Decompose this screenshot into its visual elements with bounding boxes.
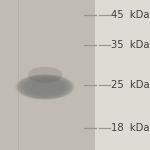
Ellipse shape bbox=[43, 84, 47, 90]
Ellipse shape bbox=[21, 76, 69, 98]
Ellipse shape bbox=[19, 75, 71, 99]
Ellipse shape bbox=[31, 80, 59, 94]
Ellipse shape bbox=[20, 76, 70, 98]
Bar bbox=[0, 0, 95, 150]
Ellipse shape bbox=[16, 74, 74, 100]
Ellipse shape bbox=[29, 79, 61, 95]
Bar bbox=[95, 0, 150, 150]
Ellipse shape bbox=[30, 80, 60, 94]
Text: 45  kDa: 45 kDa bbox=[111, 10, 150, 20]
Ellipse shape bbox=[36, 82, 54, 92]
Ellipse shape bbox=[44, 85, 46, 89]
Ellipse shape bbox=[17, 75, 73, 99]
Text: 18  kDa: 18 kDa bbox=[111, 123, 150, 133]
Ellipse shape bbox=[25, 78, 65, 96]
Ellipse shape bbox=[39, 83, 51, 91]
Ellipse shape bbox=[22, 76, 68, 98]
Ellipse shape bbox=[15, 74, 75, 100]
Ellipse shape bbox=[33, 81, 57, 93]
Ellipse shape bbox=[40, 83, 50, 91]
Ellipse shape bbox=[38, 82, 52, 92]
Ellipse shape bbox=[41, 83, 49, 91]
Ellipse shape bbox=[28, 79, 62, 95]
Text: 35  kDa: 35 kDa bbox=[111, 40, 150, 50]
Ellipse shape bbox=[37, 82, 53, 92]
Ellipse shape bbox=[24, 77, 66, 97]
Ellipse shape bbox=[28, 67, 62, 83]
Ellipse shape bbox=[26, 78, 64, 96]
Ellipse shape bbox=[18, 75, 72, 99]
Ellipse shape bbox=[32, 80, 58, 94]
Ellipse shape bbox=[42, 84, 48, 90]
Ellipse shape bbox=[27, 78, 63, 96]
Ellipse shape bbox=[34, 81, 56, 93]
Ellipse shape bbox=[23, 77, 67, 97]
Text: 25  kDa: 25 kDa bbox=[111, 80, 150, 90]
